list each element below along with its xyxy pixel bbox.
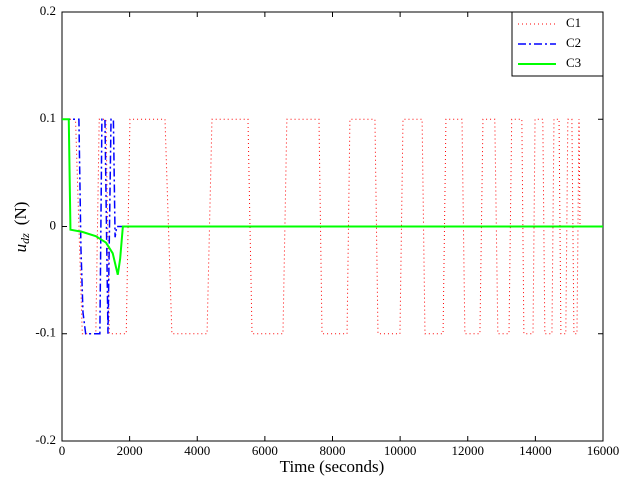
x-tick-label: 8000 — [320, 443, 346, 458]
legend-label: C1 — [566, 15, 581, 30]
y-label-unit: (N) — [11, 202, 30, 226]
x-tick-label: 4000 — [184, 443, 210, 458]
x-tick-label: 2000 — [117, 443, 143, 458]
x-tick-label: 12000 — [452, 443, 485, 458]
x-tick-label: 6000 — [252, 443, 278, 458]
series-line — [62, 118, 603, 275]
y-tick-label: -0.1 — [35, 325, 56, 340]
series-line — [62, 118, 603, 335]
x-tick-label: 0 — [59, 443, 66, 458]
y-axis-label: udz (N) — [11, 202, 32, 253]
x-tick-label: 16000 — [587, 443, 620, 458]
y-label-symbol: u — [11, 244, 30, 253]
y-tick-label: 0 — [50, 217, 57, 232]
x-tick-label: 10000 — [384, 443, 417, 458]
x-axis-label: Time (seconds) — [280, 457, 385, 476]
y-tick-label: 0.2 — [40, 3, 56, 18]
y-tick-label: -0.2 — [35, 432, 56, 447]
x-tick-label: 14000 — [519, 443, 552, 458]
legend-label: C2 — [566, 35, 581, 50]
legend-label: C3 — [566, 55, 581, 70]
y-tick-label: 0.1 — [40, 110, 56, 125]
legend-box — [511, 11, 604, 77]
y-label-subscript: dz — [18, 233, 32, 244]
